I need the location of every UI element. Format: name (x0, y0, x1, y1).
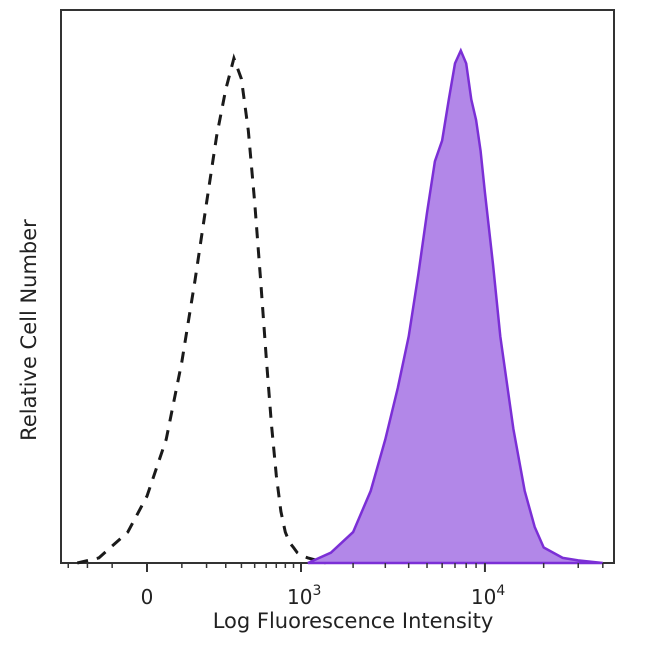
x-tick-base: 10 (287, 585, 312, 609)
x-tick-base: 10 (471, 585, 496, 609)
x-axis: 0103104105 (67, 563, 604, 609)
x-axis-title: Log Fluorescence Intensity (213, 609, 494, 633)
x-tick-label: 104 (471, 583, 505, 609)
plot-frame (60, 9, 615, 564)
x-tick-label: 0 (141, 585, 154, 609)
filled-histogram (307, 47, 603, 565)
x-tick-label: 103 (287, 583, 321, 609)
y-axis-title: Relative Cell Number (17, 219, 41, 441)
dashed-histogram (76, 53, 327, 565)
x-tick-exponent: 3 (312, 583, 321, 599)
series-layer (76, 47, 603, 565)
x-tick-exponent: 4 (496, 583, 505, 599)
